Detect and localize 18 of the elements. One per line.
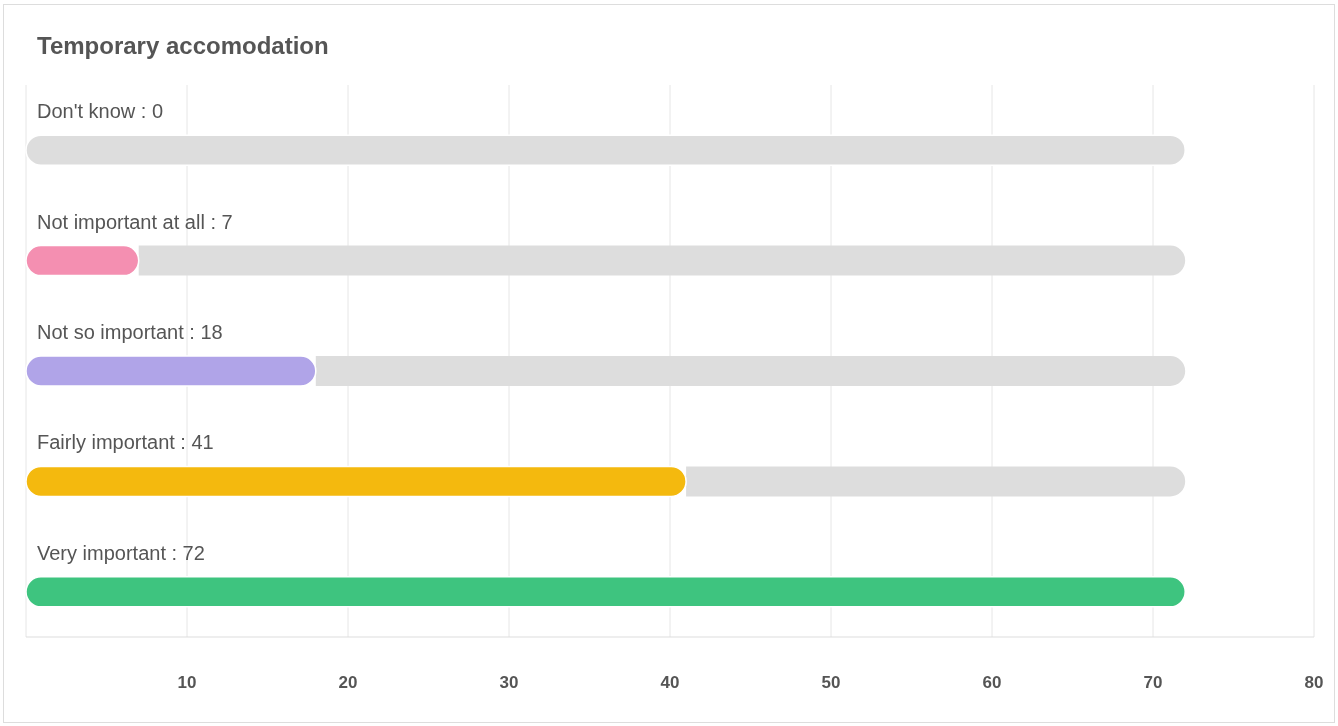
bar	[25, 355, 317, 387]
chart-title: Temporary accomodation	[37, 32, 329, 59]
bar	[25, 465, 687, 498]
x-tick-label: 30	[499, 673, 519, 692]
bar	[25, 576, 1186, 608]
x-tick-label: 10	[177, 673, 197, 692]
x-tick-label: 50	[821, 673, 841, 692]
x-tick-label: 80	[1304, 673, 1324, 692]
y-tick-label: Not so important : 18	[37, 321, 223, 343]
bar	[25, 244, 140, 277]
x-tick-label: 70	[1143, 673, 1163, 692]
x-tick-label: 60	[982, 673, 1002, 692]
x-tick-label: 20	[338, 673, 358, 692]
y-tick-label: Don't know : 0	[37, 100, 164, 123]
y-tick-label: Not important at all : 7	[37, 210, 233, 233]
y-tick-label: Fairly important : 41	[37, 431, 214, 454]
y-tick-label: Very important : 72	[37, 541, 205, 564]
x-tick-label: 40	[660, 673, 680, 692]
